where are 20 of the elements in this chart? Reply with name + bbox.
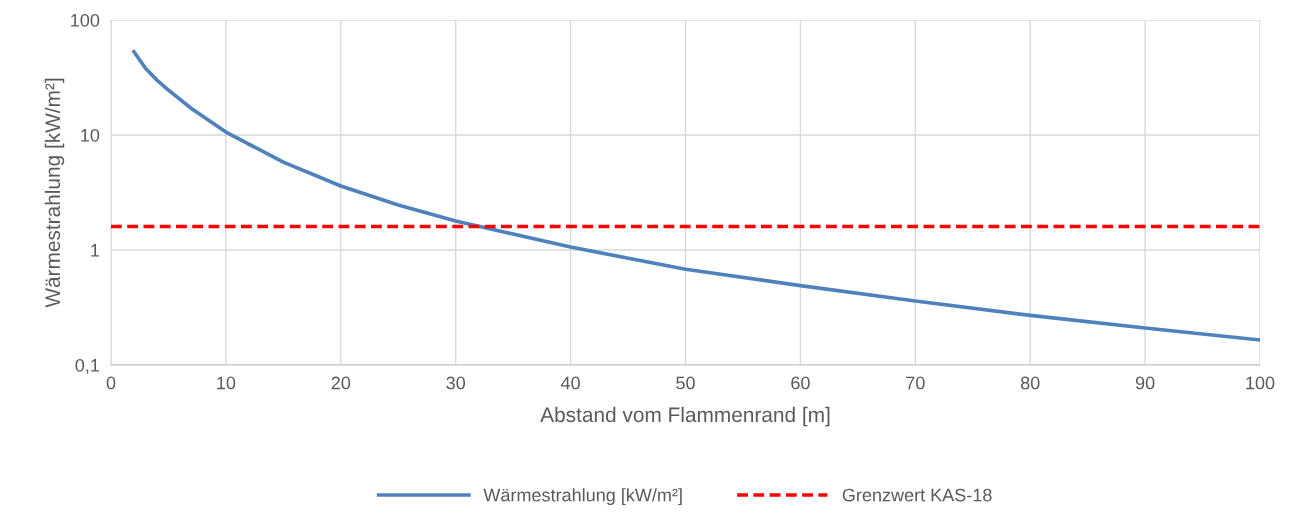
x-tick-label: 100 xyxy=(1246,376,1275,390)
x-tick-label: 80 xyxy=(1020,376,1040,390)
y-tick-label: 100 xyxy=(71,13,100,27)
y-tick-label: 1 xyxy=(91,244,100,257)
y-tick-label: 0,1 xyxy=(75,358,100,374)
x-tick-label: 90 xyxy=(1135,376,1155,390)
x-tick-label: 10 xyxy=(217,376,236,390)
x-tick-label: 70 xyxy=(906,376,925,390)
legend-label: Grenzwert KAS-18 xyxy=(842,488,992,502)
x-tick-label: 50 xyxy=(676,376,695,390)
x-tick-label: 30 xyxy=(446,376,466,390)
line-series xyxy=(132,49,1260,342)
x-tick-label: 20 xyxy=(331,376,351,390)
x-tick-label: 60 xyxy=(791,376,810,390)
legend-label: Wärmestrahlung [kW/m²] xyxy=(483,488,682,506)
y-axis-title: Wärmestrahlung [kW/m²] xyxy=(44,78,65,308)
x-axis-title: Abstand vom Flammenrand [m] xyxy=(540,406,830,427)
y-tick-label: 10 xyxy=(81,128,100,142)
x-tick-label: 0 xyxy=(106,376,116,390)
x-tick-label: 40 xyxy=(560,376,580,390)
